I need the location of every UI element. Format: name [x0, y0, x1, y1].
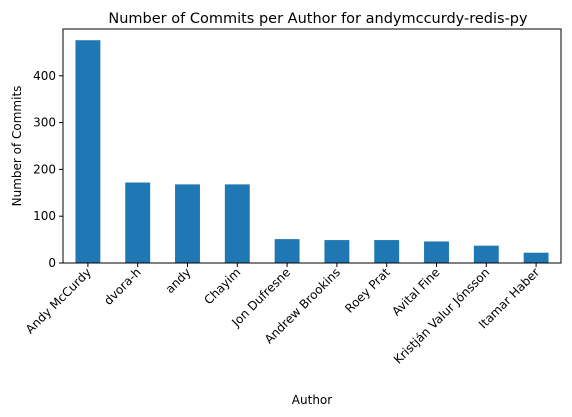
plot-frame — [62, 28, 562, 264]
y-tick-label-4: 400 — [33, 69, 56, 83]
x-tick-label-2: andy — [163, 265, 194, 296]
bar-5 — [324, 240, 350, 263]
chart-title: Number of Commits per Author for andymcc… — [108, 11, 528, 27]
y-tick-label-2: 200 — [33, 162, 56, 176]
bar-6 — [374, 240, 400, 263]
bar-7 — [424, 241, 449, 263]
bar-8 — [473, 245, 499, 263]
bar-3 — [224, 184, 250, 263]
x-tick-label-7: Avital Fine — [389, 265, 442, 318]
x-tick-label-8: Kristján Valur Jónsson — [391, 265, 492, 366]
y-tick-label-0: 0 — [48, 256, 56, 270]
y-tick-label-1: 100 — [33, 209, 56, 223]
x-tick-label-3: Chayim — [201, 265, 243, 307]
bars — [75, 40, 549, 264]
y-axis: 0 100 200 300 400 — [33, 69, 63, 270]
bar-9 — [523, 252, 549, 263]
bar-4 — [274, 239, 300, 263]
x-tick-label-0: Andy McCurdy — [23, 265, 94, 336]
x-tick-label-1: dvora-h — [101, 265, 144, 308]
bar-2 — [175, 184, 200, 263]
x-tick-label-6: Roey Prat — [342, 265, 393, 316]
bar-0 — [75, 40, 101, 264]
x-axis-label: Author — [292, 393, 332, 407]
y-tick-label-3: 300 — [33, 116, 56, 130]
bar-1 — [125, 182, 151, 263]
y-axis-label: Number of Commits — [10, 86, 24, 207]
